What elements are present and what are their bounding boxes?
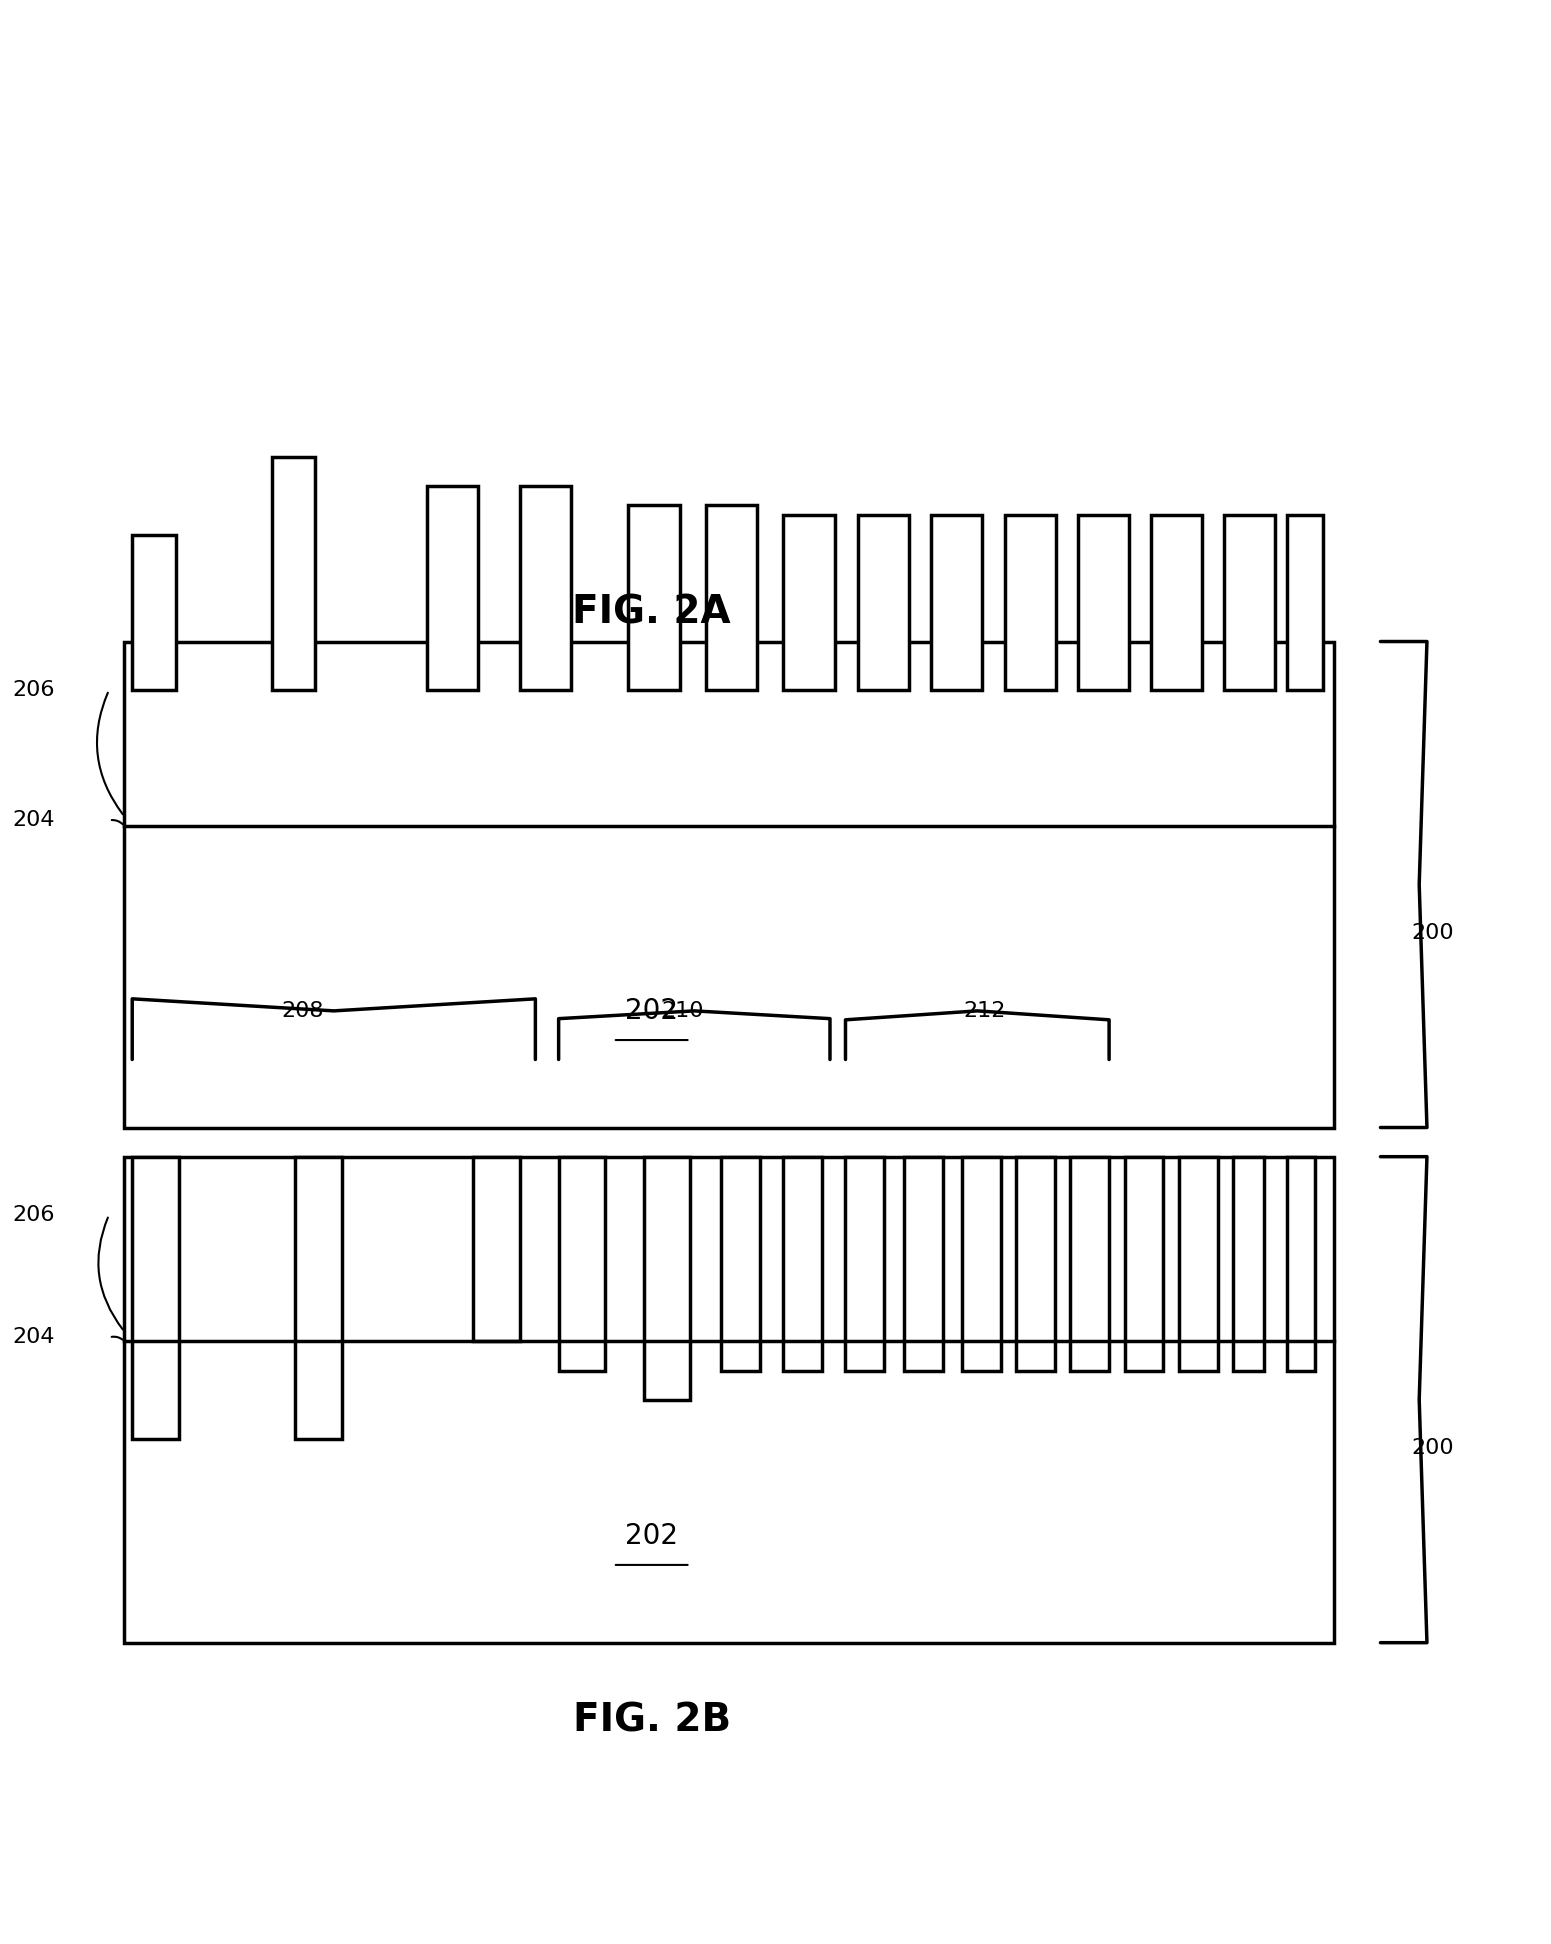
Bar	[132, 535, 175, 690]
Bar	[1233, 1157, 1264, 1371]
Text: 210: 210	[661, 1001, 704, 1021]
Bar	[271, 457, 315, 690]
Bar	[473, 1157, 520, 1341]
Bar	[783, 515, 834, 690]
Bar	[132, 1157, 178, 1439]
Bar	[858, 515, 909, 690]
Bar	[628, 505, 679, 690]
Text: 202: 202	[625, 1522, 678, 1549]
Bar	[644, 1157, 690, 1400]
Bar	[1016, 1157, 1055, 1371]
Bar	[1078, 515, 1129, 690]
Text: 206: 206	[12, 680, 54, 700]
Text: 200: 200	[1411, 923, 1455, 943]
Bar	[520, 486, 571, 690]
Bar	[124, 642, 1334, 1128]
Bar	[1287, 515, 1323, 690]
Bar	[1005, 515, 1056, 690]
Bar	[904, 1157, 943, 1371]
Bar	[295, 1157, 341, 1439]
Bar	[931, 515, 982, 690]
Text: 204: 204	[12, 811, 54, 830]
Text: FIG. 2A: FIG. 2A	[572, 593, 731, 632]
Bar	[845, 1157, 884, 1371]
Bar	[1151, 515, 1202, 690]
Bar	[1179, 1157, 1218, 1371]
Bar	[1287, 1157, 1315, 1371]
Bar	[124, 1157, 1334, 1643]
Bar	[558, 1157, 605, 1371]
Text: FIG. 2B: FIG. 2B	[572, 1701, 731, 1740]
Bar	[962, 1157, 1000, 1371]
Text: 200: 200	[1411, 1439, 1455, 1458]
Bar	[1070, 1157, 1109, 1371]
Text: 212: 212	[963, 1001, 1007, 1021]
Bar	[706, 505, 757, 690]
Text: 204: 204	[12, 1328, 54, 1347]
Bar	[427, 486, 478, 690]
Bar	[1124, 1157, 1163, 1371]
Bar	[783, 1157, 822, 1371]
Bar	[1224, 515, 1275, 690]
Text: 208: 208	[282, 1001, 324, 1021]
Text: 202: 202	[625, 997, 678, 1024]
Text: 206: 206	[12, 1205, 54, 1225]
Bar	[721, 1157, 760, 1371]
